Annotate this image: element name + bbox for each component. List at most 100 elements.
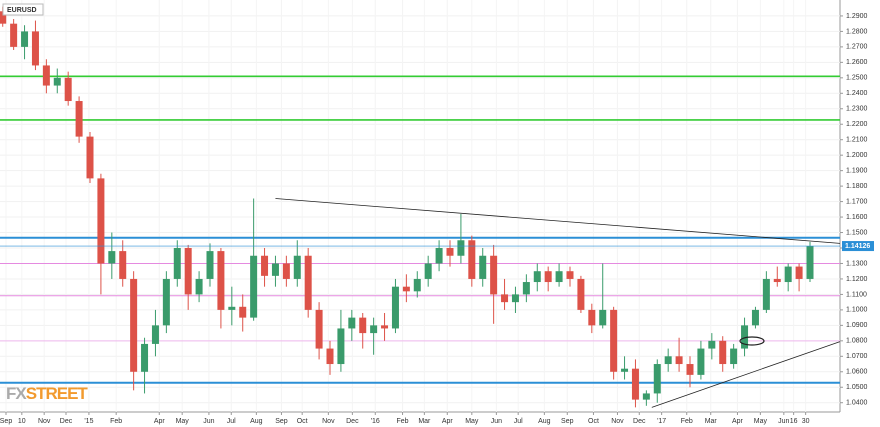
y-tick-label: 1.2600 — [846, 59, 868, 66]
x-tick-label: Feb — [110, 418, 122, 425]
y-tick-label: 1.0500 — [846, 384, 868, 391]
candle-body — [795, 266, 803, 279]
candle-body — [359, 317, 367, 334]
x-tick-label: May — [465, 418, 479, 425]
candle-body — [184, 248, 192, 295]
x-tick-label: Sep — [561, 418, 574, 425]
y-tick-label: 1.2800 — [846, 28, 868, 35]
x-tick-label: 16 — [790, 418, 798, 425]
x-tick-label: Nov — [611, 418, 624, 425]
candle-body — [653, 364, 661, 394]
x-tick-label: Jun — [491, 418, 502, 425]
candle-body — [751, 309, 759, 326]
candle-body — [424, 263, 432, 279]
candle-body — [446, 248, 454, 256]
candle-body — [97, 178, 105, 264]
x-tick-label: Nov — [322, 418, 335, 425]
candle-body — [784, 266, 792, 283]
candle-body — [151, 325, 159, 344]
y-tick-label: 1.2900 — [846, 13, 868, 20]
candle-body — [141, 343, 149, 372]
trendline — [651, 341, 841, 408]
y-tick-label: 1.1600 — [846, 214, 868, 221]
candle-body — [228, 306, 236, 310]
candle-body — [577, 278, 585, 310]
y-tick-label: 1.0800 — [846, 338, 868, 345]
x-tick-label: Jul — [514, 418, 523, 425]
candle-body — [64, 77, 72, 102]
candle-body — [501, 294, 509, 303]
x-tick-label: Oct — [297, 418, 308, 425]
candle-body — [86, 136, 94, 179]
candle-body — [773, 278, 781, 283]
x-tick-label: May — [754, 418, 768, 425]
x-tick-label: Dec — [60, 418, 73, 425]
x-tick-label: Aug — [250, 418, 263, 425]
candle-body — [588, 309, 596, 326]
candle-body — [697, 348, 705, 375]
candle-body — [108, 251, 116, 264]
title-box — [2, 3, 44, 16]
x-tick-label: Sep — [0, 418, 12, 425]
x-tick-label: 10 — [18, 418, 26, 425]
y-tick-label: 1.1500 — [846, 229, 868, 236]
candle-body — [315, 309, 323, 349]
candle-body — [53, 77, 61, 86]
candle-body — [741, 325, 749, 349]
candle-body — [162, 278, 170, 326]
candle-body — [555, 271, 563, 283]
logo: FXSTREET — [6, 384, 88, 403]
candle-body — [402, 286, 410, 292]
x-tick-label: Mar — [418, 418, 431, 425]
candle-body — [261, 255, 269, 276]
candle-body — [391, 286, 399, 329]
candle-body — [282, 263, 290, 279]
candle-body — [271, 263, 279, 276]
x-tick-label: 30 — [802, 418, 810, 425]
candle-body — [119, 251, 127, 279]
y-tick-label: 1.2400 — [846, 90, 868, 97]
y-tick-label: 1.2300 — [846, 106, 868, 113]
candle-body — [468, 240, 476, 279]
candle-body — [457, 240, 465, 256]
y-tick-label: 1.0400 — [846, 400, 868, 407]
x-tick-label: '16 — [371, 418, 380, 425]
candle-body — [435, 248, 443, 264]
candle-body — [631, 368, 639, 400]
last-price-tag — [842, 241, 874, 252]
candle-body — [686, 364, 694, 375]
x-tick-label: Jul — [227, 418, 236, 425]
candle-body — [533, 271, 541, 283]
x-tick-label: Sep — [275, 418, 288, 425]
x-tick-label: Dec — [633, 418, 646, 425]
x-tick-label: Jun — [778, 418, 789, 425]
trendline — [275, 198, 841, 244]
candle-body — [326, 348, 334, 365]
plot — [0, 0, 841, 412]
logo-part: FX — [6, 384, 27, 403]
candle-body — [566, 271, 574, 279]
candle-body — [0, 11, 7, 24]
x-tick-label: Apr — [732, 418, 744, 425]
candle-body — [239, 306, 247, 318]
x-tick-label: Dec — [346, 418, 359, 425]
y-tick-label: 1.1700 — [846, 198, 868, 205]
candle-body — [75, 101, 83, 137]
candle-body — [762, 278, 770, 310]
candle-body — [413, 278, 421, 292]
candle-body — [130, 278, 138, 372]
candle-body — [195, 278, 203, 295]
y-tick-label: 1.2500 — [846, 75, 868, 82]
candle-body — [610, 309, 618, 372]
candle-body — [675, 356, 683, 365]
candle-body — [599, 309, 607, 326]
highlight-ellipse — [739, 336, 765, 346]
candle-body — [348, 317, 356, 329]
x-tick-label: Apr — [442, 418, 454, 425]
x-tick-label: Aug — [538, 418, 551, 425]
candle-body — [21, 31, 29, 47]
x-tick-label: May — [176, 418, 190, 425]
x-tick-label: Feb — [397, 418, 409, 425]
y-tick-label: 1.0700 — [846, 353, 868, 360]
